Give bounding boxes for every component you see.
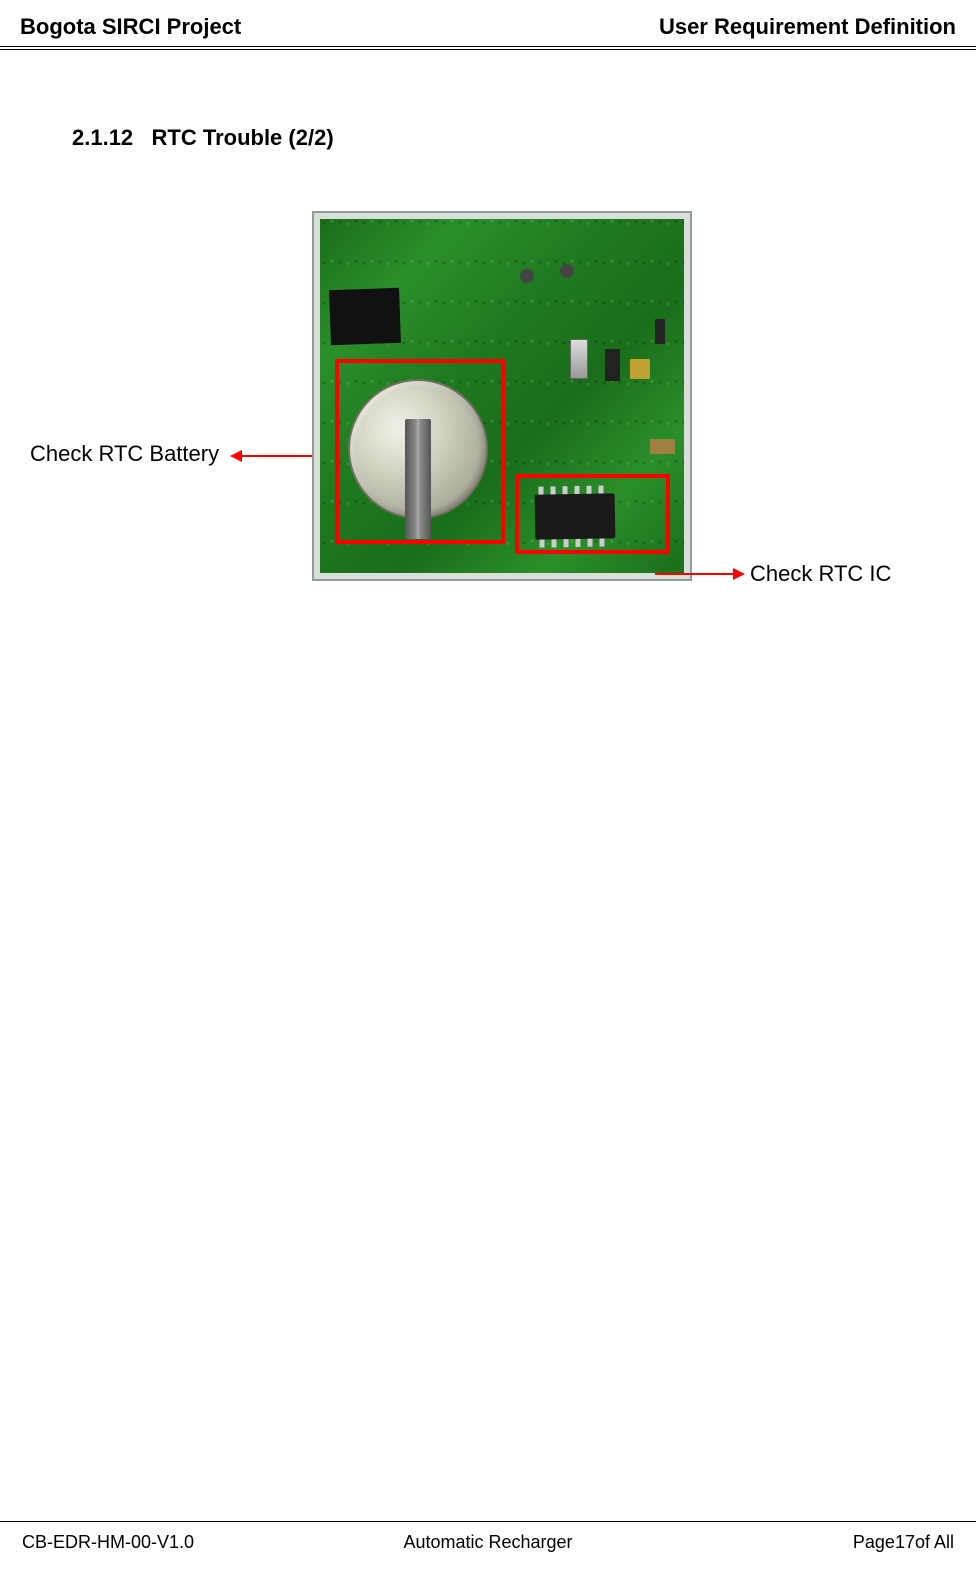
footer-doc-id: CB-EDR-HM-00-V1.0 — [22, 1532, 194, 1553]
footer-page-prefix: Page — [853, 1532, 895, 1552]
smd-component — [655, 319, 665, 344]
smd-component — [560, 264, 574, 278]
footer-page-suffix: of All — [915, 1532, 954, 1552]
smd-component — [520, 269, 534, 283]
section-number: 2.1.12 — [72, 125, 133, 150]
pcb-board — [320, 219, 684, 573]
footer-page-number: 17 — [895, 1532, 915, 1552]
label-check-rtc-battery: Check RTC Battery — [30, 441, 219, 467]
battery-clip — [405, 419, 431, 539]
section-title-text: RTC Trouble (2/2) — [152, 125, 334, 150]
footer-doc-title: Automatic Recharger — [403, 1532, 572, 1553]
page-footer: CB-EDR-HM-00-V1.0 Automatic Recharger Pa… — [0, 1521, 976, 1577]
rtc-ic-chip — [535, 493, 616, 539]
section-heading: 2.1.12 RTC Trouble (2/2) — [72, 125, 956, 151]
page-header: Bogota SIRCI Project User Requirement De… — [0, 0, 976, 50]
page-content: 2.1.12 RTC Trouble (2/2) Check RTC Batte… — [0, 50, 976, 631]
figure-area: Check RTC Battery — [20, 211, 956, 611]
smd-component — [605, 349, 620, 381]
smd-component — [650, 439, 675, 454]
black-connector — [329, 288, 401, 345]
smd-component — [570, 339, 588, 379]
smd-component — [630, 359, 650, 379]
arrow-to-rtc-ic — [655, 573, 735, 575]
pcb-outer-frame — [312, 211, 692, 581]
pcb-image — [312, 211, 692, 581]
header-right: User Requirement Definition — [659, 14, 956, 40]
arrow-to-battery — [240, 455, 320, 457]
header-left: Bogota SIRCI Project — [20, 14, 241, 40]
footer-page-info: Page17of All — [853, 1532, 954, 1553]
label-check-rtc-ic: Check RTC IC — [750, 561, 891, 587]
